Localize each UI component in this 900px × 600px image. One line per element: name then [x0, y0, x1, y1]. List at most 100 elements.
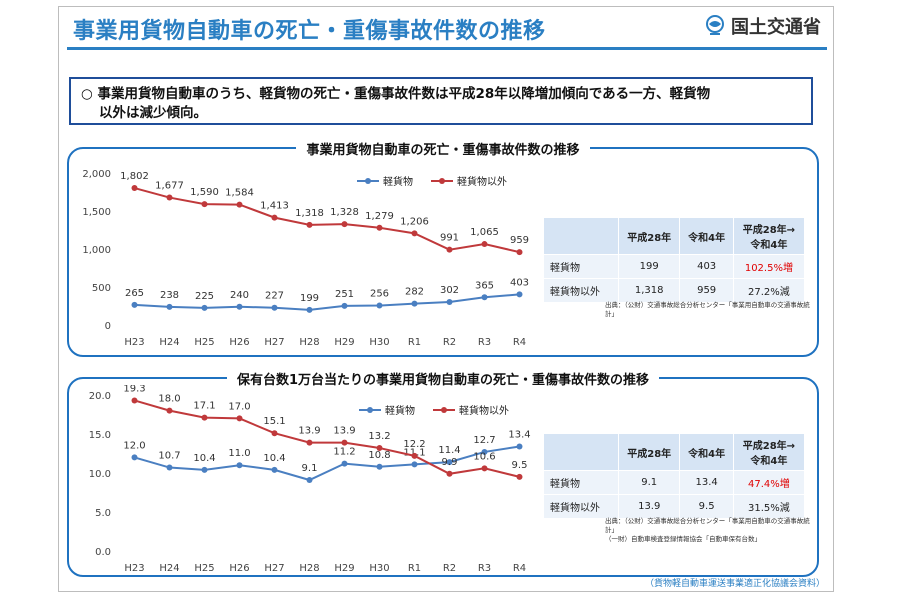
chart2-point-other: [516, 473, 523, 480]
table1-cell: 199: [617, 254, 681, 279]
chart1-data-label-light: 256: [370, 289, 389, 300]
table2-cell: 13.9: [617, 494, 681, 519]
chart1-data-label-light: 238: [160, 290, 179, 301]
chart2-legend-marker-other: [441, 407, 447, 413]
chart1-data-label-light: 251: [335, 289, 354, 300]
chart2-data-label-other: 9.5: [512, 460, 528, 471]
table1-header-corner: [543, 217, 619, 255]
chart1-legend-label-other: 軽貨物以外: [457, 175, 507, 188]
chart2-ytick-label: 0.0: [95, 547, 111, 558]
table-row: 軽貨物以外 13.9 9.5 31.5%減: [543, 494, 806, 519]
table2-cell: 13.4: [679, 470, 734, 495]
chart1-svg: 0 500 1,000 1,500 2,000 H23 H24 H25 H26 H27 H28 H29…: [82, 169, 529, 348]
chart2-point-other: [411, 452, 418, 459]
chart2-point-other: [271, 430, 278, 437]
table2-source: 出典：（公財）交通事故総合分析センター「事業用自動車の交通事故統計」 （一財）自…: [605, 517, 817, 544]
chart2-data-label-other: 9.9: [442, 457, 458, 468]
chart2-data-label-light: 10.8: [368, 450, 390, 461]
page-title: 事業用貨物自動車の死亡・重傷事故件数の推移: [73, 19, 546, 44]
summary-table-2: 平成28年 令和4年 平成28年→ 令和4年 軽貨物 9.1 13.4 47.4…: [543, 433, 806, 519]
chart1-data-label-light: 225: [195, 291, 214, 302]
chart1-data-label-light: 240: [230, 290, 249, 301]
table2-source-line-2: （一財）自動車検査登録情報協会「自動車保有台数」: [605, 535, 761, 543]
table1-header-row: 平成28年 令和4年 平成28年→ 令和4年: [543, 217, 806, 255]
chart2-ytick-label: 20.0: [89, 391, 111, 402]
chart2-point-other: [446, 470, 453, 477]
table1-cell: 959: [679, 278, 734, 303]
chart2-xtick-label: R1: [408, 563, 421, 574]
chart2-point-other: [236, 415, 243, 422]
table1-row-label: 軽貨物以外: [543, 278, 619, 303]
table2-cell: 9.1: [617, 470, 681, 495]
chart2-data-label-light: 10.4: [263, 453, 285, 464]
chart1-point-other: [306, 221, 313, 228]
table2-source-line-1: 出典：（公財）交通事故総合分析センター「事業用自動車の交通事故統計」: [605, 517, 810, 534]
chart2-data-label-other: 19.3: [123, 385, 145, 394]
table2-header-corner: [543, 433, 619, 471]
chart1-data-label-light: 365: [475, 280, 494, 291]
chart2-legend-marker-light: [367, 407, 373, 413]
chart1-xtick-label: H29: [334, 337, 354, 348]
chart2-point-other: [376, 445, 383, 452]
chart2-data-label-light: 10.4: [193, 453, 215, 464]
chart1-point-other: [236, 201, 243, 208]
chart2-xtick-label: R4: [513, 563, 526, 574]
chart1-data-label-other: 1,584: [225, 188, 254, 199]
chart1-point-other: [341, 221, 348, 228]
chart2-data-label-other: 10.6: [473, 451, 495, 462]
chart1-data-label-light: 302: [440, 285, 459, 296]
chart1-xtick-label: H26: [229, 337, 249, 348]
chart2-point-other: [131, 397, 138, 404]
title-underline: [67, 47, 827, 50]
chart1-xtick-label: R3: [478, 337, 491, 348]
slide: 事業用貨物自動車の死亡・重傷事故件数の推移 国土交通省 ○ 事業用貨物自動車のう…: [58, 6, 834, 592]
table2-row-label: 軽貨物: [543, 470, 619, 495]
chart2-xtick-label: H27: [264, 563, 284, 574]
chart2-xtick-label: H25: [194, 563, 214, 574]
footnote: （貨物軽自動車運送事業適正化協議会資料）: [644, 579, 825, 589]
chart1-point-other: [411, 230, 418, 237]
table1-row-label: 軽貨物: [543, 254, 619, 279]
table2-header-change: 平成28年→ 令和4年: [732, 433, 806, 471]
chart1-data-label-other: 959: [510, 235, 529, 246]
chart1-point-light: [376, 302, 383, 309]
chart1-data-label-other: 1,802: [120, 171, 149, 182]
summary-line-1: ○ 事業用貨物自動車のうち、軽貨物の死亡・重傷事故件数は平成28年以降増加傾向で…: [81, 86, 711, 102]
chart2-xtick-label: H24: [159, 563, 179, 574]
chart2-series-line-light: [134, 445, 520, 482]
chart1-point-light: [341, 302, 348, 309]
chart1-xtick-label: H23: [124, 337, 144, 348]
chart2-point-other: [341, 439, 348, 446]
chart1-point-other: [201, 201, 208, 208]
chart2-ytick-label: 10.0: [89, 469, 111, 480]
summary-table-1: 平成28年 令和4年 平成28年→ 令和4年 軽貨物 199 403 102.5…: [543, 217, 806, 303]
table-row: 軽貨物 9.1 13.4 47.4%増: [543, 470, 806, 495]
chart2-title: 保有台数1万台当たりの事業用貨物自動車の死亡・重傷事故件数の推移: [69, 369, 817, 388]
chart1-xtick-label: R4: [513, 337, 526, 348]
chart1-point-light: [236, 303, 243, 310]
table1-cell-increase: 102.5%増: [732, 254, 806, 279]
org-logo: 国土交通省: [705, 13, 821, 39]
chart1-data-label-other: 1,590: [190, 187, 219, 198]
table2-cell: 9.5: [679, 494, 734, 519]
chart1-ytick-label: 500: [92, 283, 111, 294]
chart2-point-other: [166, 407, 173, 414]
chart2-xtick-label: R2: [443, 563, 456, 574]
chart1-data-label-other: 1,206: [400, 216, 429, 227]
chart1-xtick-label: H25: [194, 337, 214, 348]
table1-header-h28: 平成28年: [617, 217, 681, 255]
chart2-point-light: [411, 461, 418, 468]
mlit-logo-icon: [706, 15, 724, 35]
chart2-point-light: [271, 466, 278, 473]
chart2-data-label-other: 15.1: [263, 416, 285, 427]
chart2-data-label-other: 13.2: [368, 431, 390, 442]
chart1-point-light: [411, 300, 418, 307]
chart1-data-label-light: 282: [405, 287, 424, 298]
chart2-point-light: [516, 443, 523, 450]
chart1-data-label-other: 1,677: [155, 181, 184, 192]
summary-line-2: 以外は減少傾向。: [99, 105, 207, 121]
chart2-data-label-light: 12.7: [473, 435, 495, 446]
chart2-point-light: [201, 466, 208, 473]
chart1-point-light: [446, 299, 453, 306]
chart2-legend-label-light: 軽貨物: [385, 404, 415, 417]
